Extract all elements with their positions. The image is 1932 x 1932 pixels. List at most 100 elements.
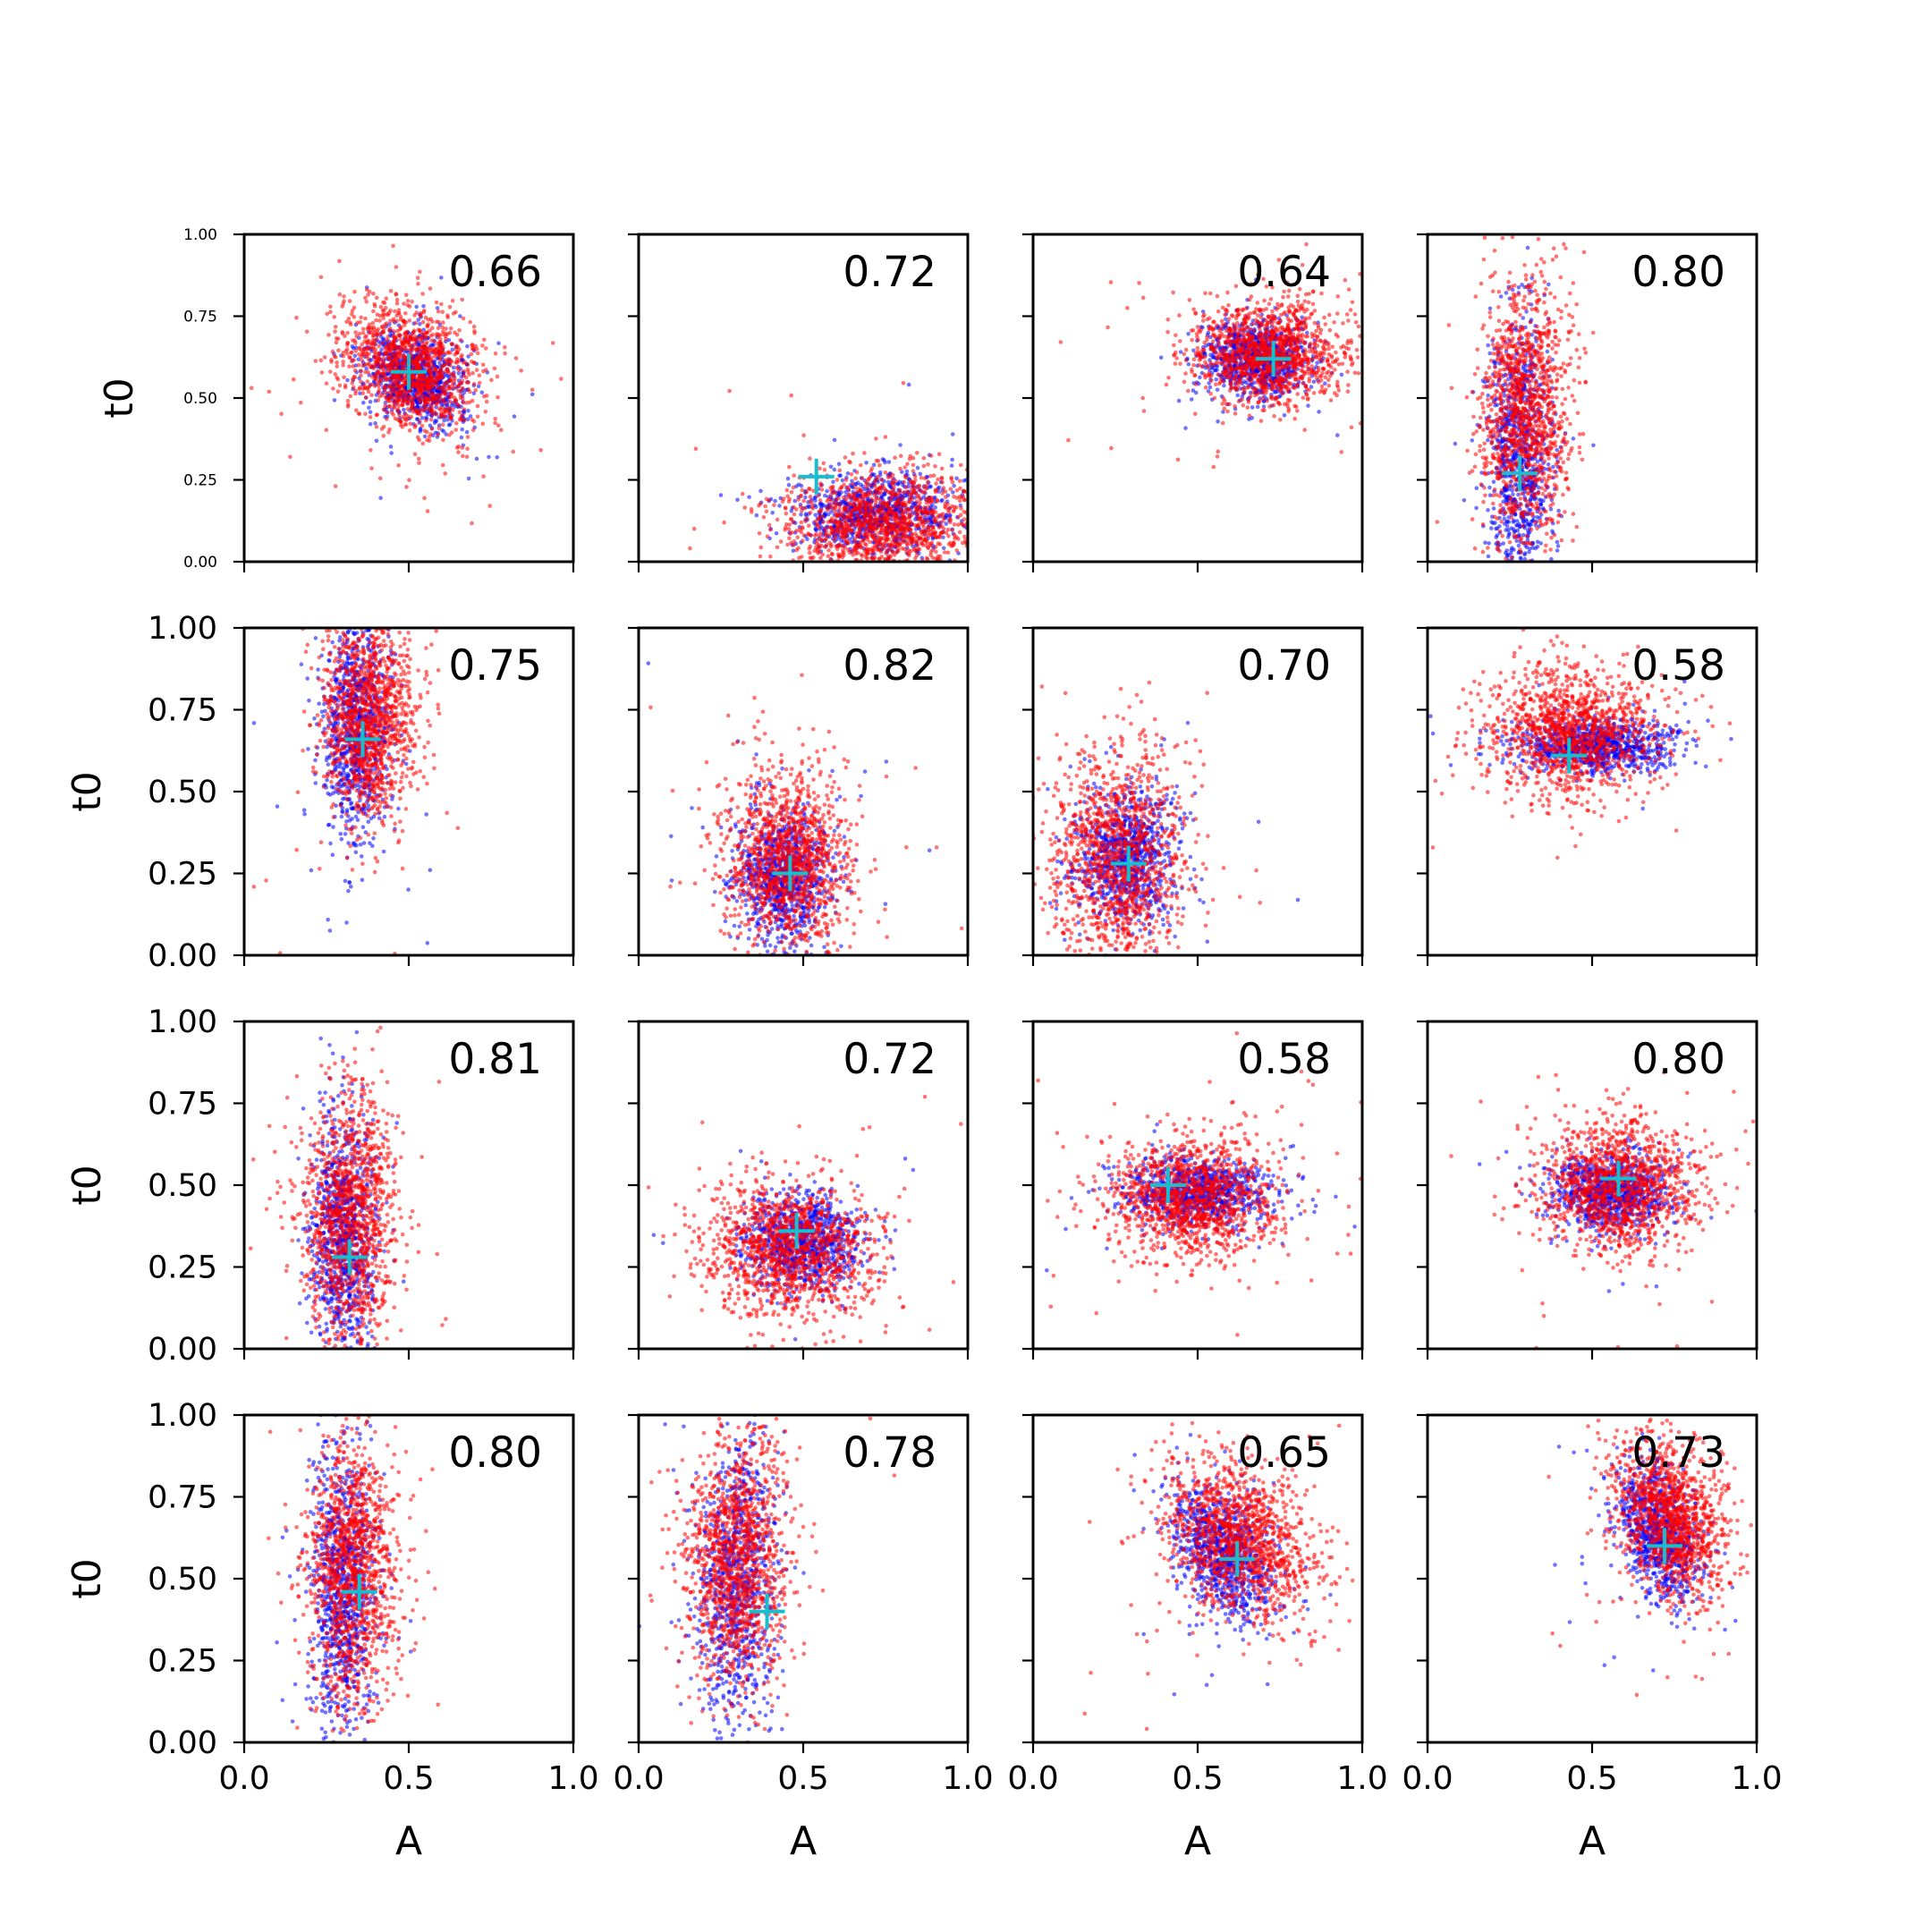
data-point xyxy=(807,504,811,509)
data-point xyxy=(324,428,329,433)
data-point xyxy=(818,481,823,486)
data-point xyxy=(803,512,809,516)
data-point xyxy=(836,554,842,558)
data-point xyxy=(377,343,381,349)
data-point xyxy=(421,304,426,309)
data-point xyxy=(381,300,386,305)
data-point xyxy=(378,376,384,381)
data-point xyxy=(503,351,507,356)
data-point xyxy=(402,407,406,412)
data-point xyxy=(397,311,402,316)
data-point xyxy=(875,521,879,525)
data-point xyxy=(345,352,350,356)
data-point xyxy=(414,417,419,421)
data-point xyxy=(436,333,442,337)
data-point xyxy=(907,514,911,519)
data-point xyxy=(340,304,345,309)
data-point xyxy=(890,472,895,478)
data-point xyxy=(345,377,350,383)
data-point xyxy=(886,479,891,485)
data-point xyxy=(911,462,916,468)
data-point xyxy=(924,555,929,561)
data-point xyxy=(1152,551,1157,555)
data-point xyxy=(422,434,428,439)
data-point xyxy=(346,402,351,407)
data-point xyxy=(826,554,831,558)
data-point xyxy=(937,554,943,559)
data-point xyxy=(987,542,991,547)
data-point xyxy=(951,571,955,575)
data-point xyxy=(948,616,953,621)
data-point xyxy=(826,548,831,553)
data-point xyxy=(933,530,937,535)
data-point xyxy=(909,568,913,572)
data-point xyxy=(808,456,812,461)
data-point xyxy=(413,384,418,389)
data-point xyxy=(395,417,400,422)
data-point xyxy=(970,538,974,542)
data-point xyxy=(448,399,453,404)
data-point xyxy=(854,470,860,475)
data-point xyxy=(447,386,453,391)
data-point xyxy=(761,515,767,520)
data-point xyxy=(1016,488,1021,493)
data-point xyxy=(918,471,923,477)
data-point xyxy=(1281,371,1286,377)
data-point xyxy=(384,296,389,301)
data-point xyxy=(456,359,462,363)
data-point xyxy=(799,483,804,488)
data-point xyxy=(915,465,920,470)
data-point xyxy=(457,383,462,387)
data-point xyxy=(428,367,433,372)
data-point xyxy=(718,493,724,497)
data-point xyxy=(869,578,874,582)
data-point xyxy=(411,380,416,385)
data-point xyxy=(979,486,983,490)
data-point xyxy=(941,519,945,523)
data-point xyxy=(854,506,860,512)
data-point xyxy=(902,465,907,470)
data-point xyxy=(893,564,897,568)
data-point xyxy=(938,532,943,537)
data-point xyxy=(493,351,498,356)
data-point xyxy=(939,513,944,517)
data-point xyxy=(869,483,873,487)
data-point xyxy=(460,427,464,432)
data-point xyxy=(405,401,411,406)
data-point xyxy=(935,498,940,504)
data-point xyxy=(780,499,785,504)
data-point xyxy=(926,462,930,467)
data-point xyxy=(956,515,961,520)
data-point xyxy=(870,520,876,525)
data-point xyxy=(401,318,406,324)
data-point xyxy=(877,513,882,517)
data-point xyxy=(292,377,296,382)
data-point xyxy=(356,411,361,416)
data-point xyxy=(1317,410,1321,414)
data-point xyxy=(436,386,440,391)
data-point xyxy=(421,345,426,350)
data-point xyxy=(933,518,937,523)
data-point xyxy=(335,364,340,369)
data-point xyxy=(474,346,479,352)
data-point xyxy=(389,451,394,455)
data-point xyxy=(436,326,441,331)
data-point xyxy=(871,509,877,514)
data-point xyxy=(326,333,331,337)
data-point xyxy=(787,536,792,540)
data-point xyxy=(361,347,367,352)
data-point xyxy=(1208,385,1213,390)
data-point xyxy=(443,414,448,419)
data-point xyxy=(792,473,796,478)
data-point xyxy=(925,540,930,545)
data-point xyxy=(849,513,853,517)
data-point xyxy=(402,376,406,380)
data-point xyxy=(444,432,449,436)
data-point xyxy=(933,464,937,469)
data-point xyxy=(430,343,436,348)
data-point xyxy=(366,347,370,352)
data-point xyxy=(920,543,926,547)
data-point xyxy=(418,412,423,417)
data-point xyxy=(851,451,855,456)
data-point xyxy=(365,352,369,357)
